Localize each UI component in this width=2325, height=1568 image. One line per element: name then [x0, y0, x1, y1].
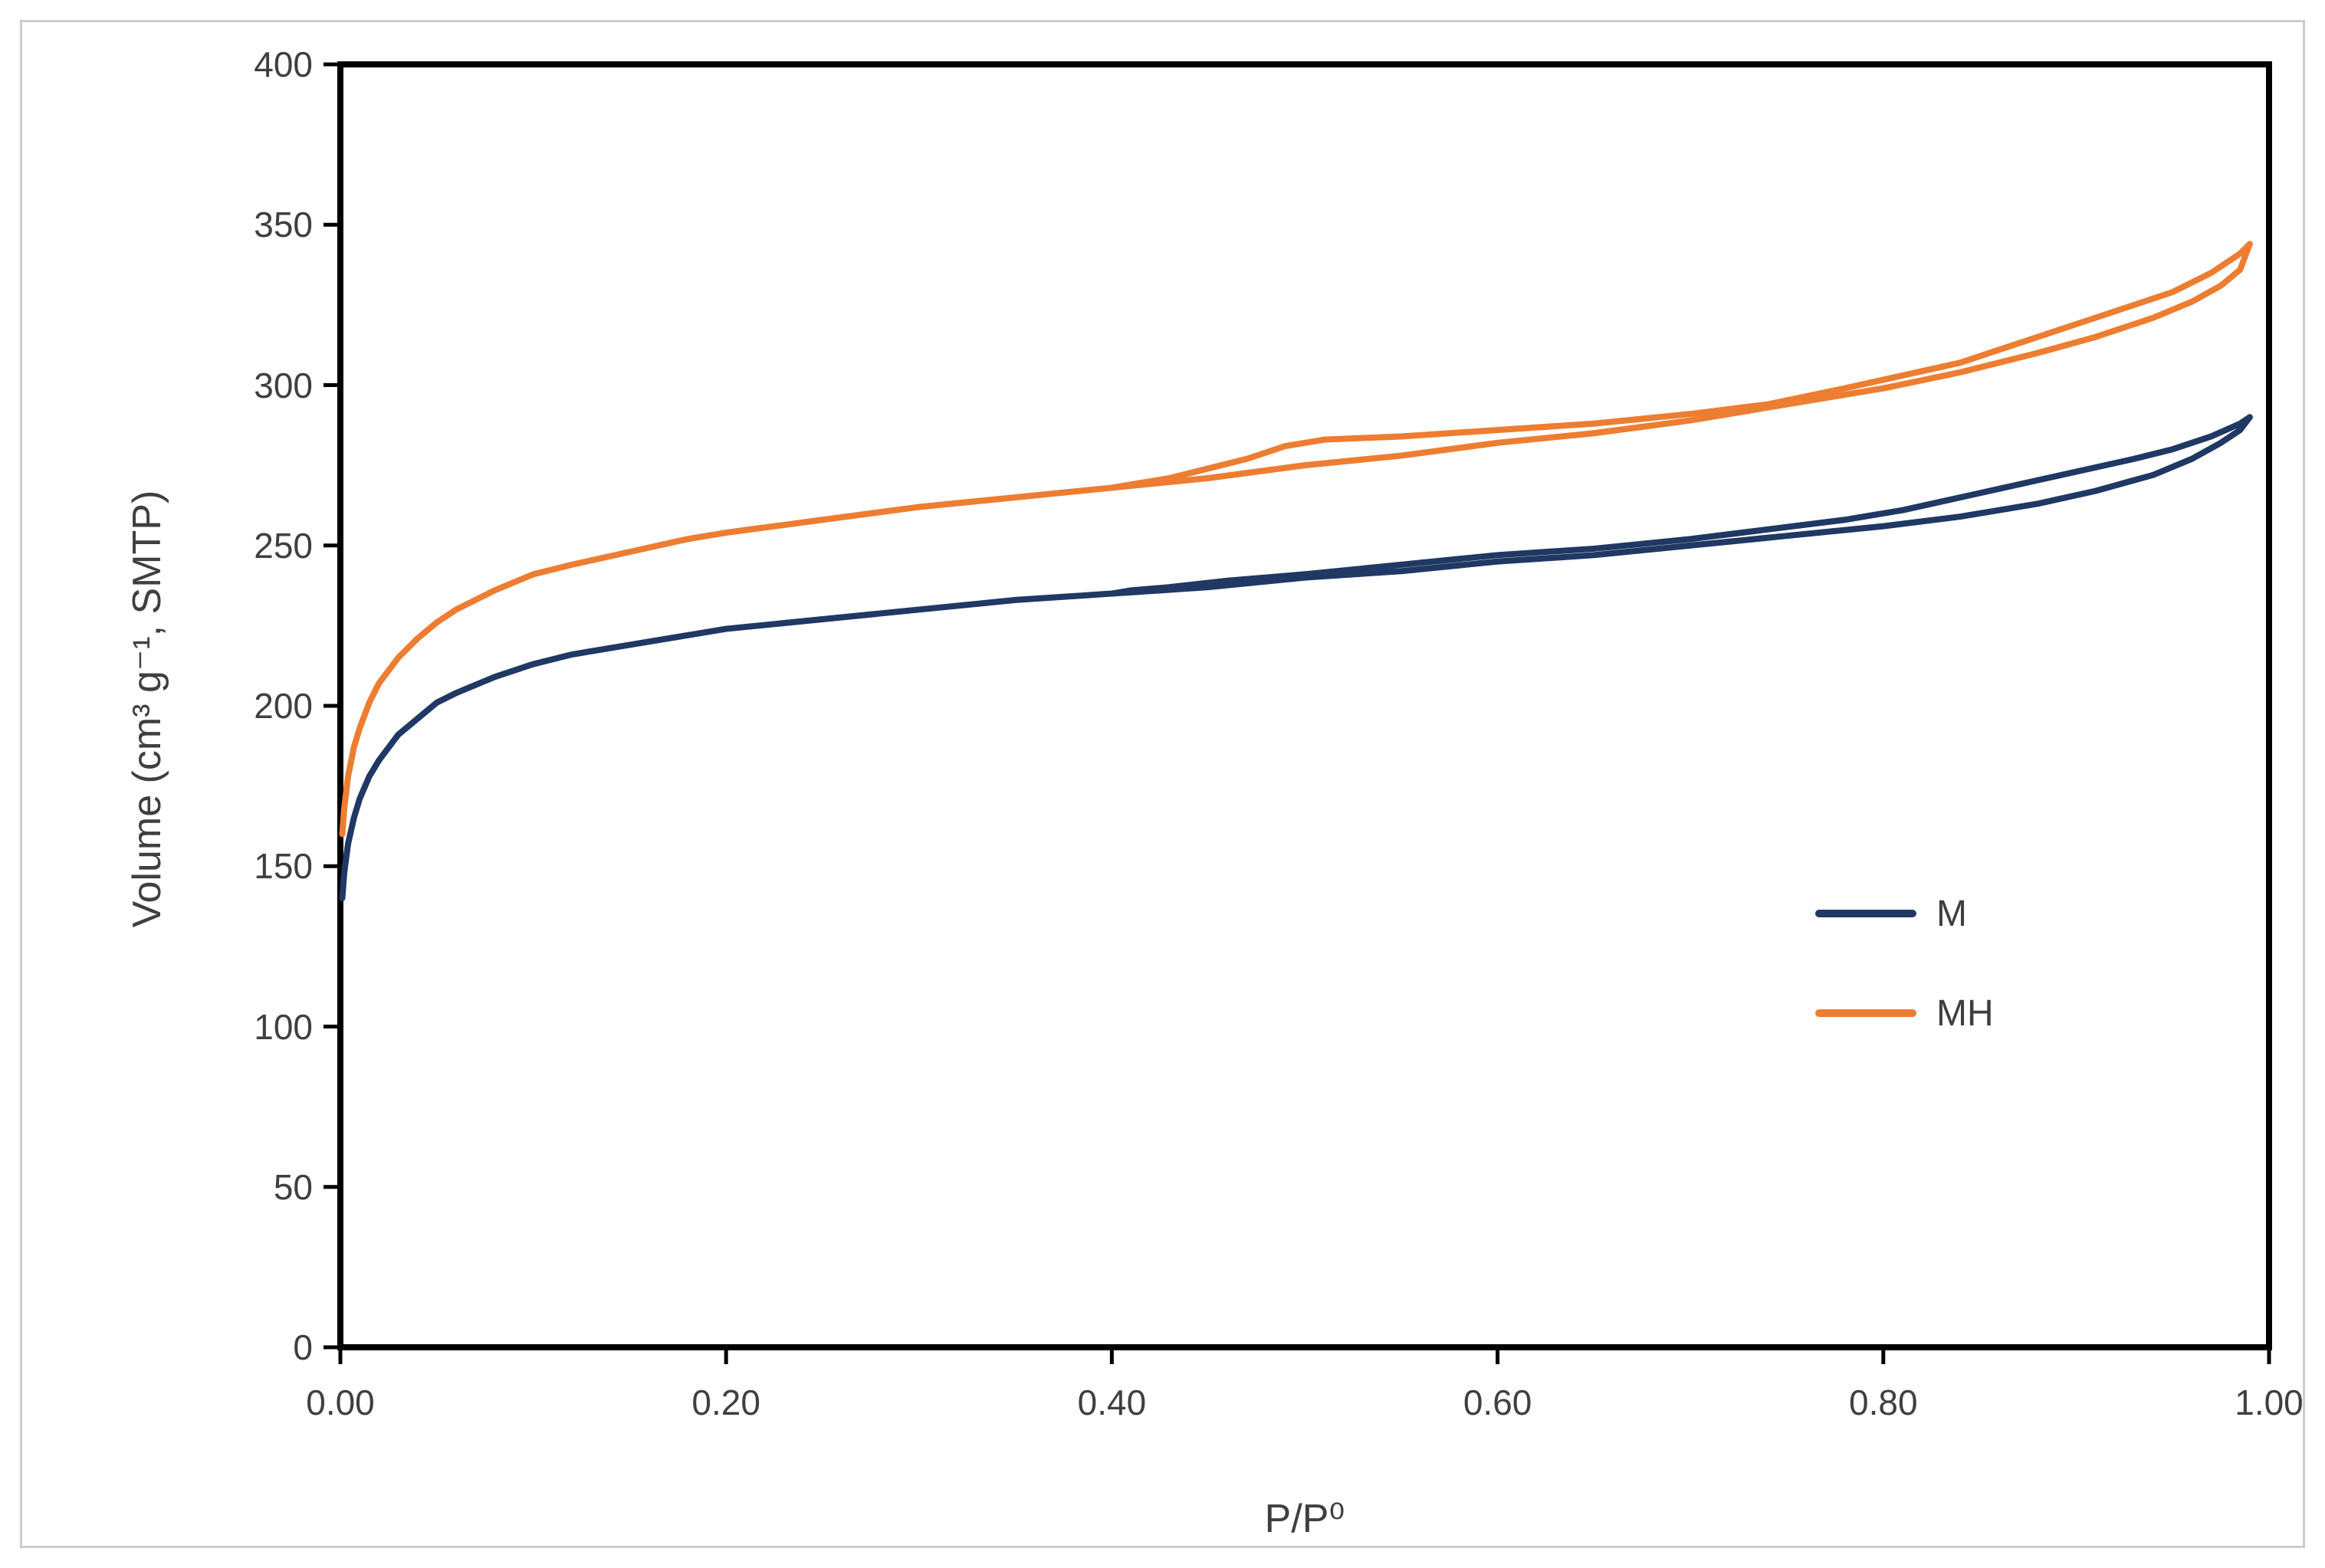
plot-border — [337, 61, 2272, 1350]
y-tick-label: 300 — [254, 365, 313, 405]
series-mh-desorption-line — [1108, 241, 2253, 491]
legend-item-m: M — [1815, 889, 1994, 938]
x-tick-label: 0.40 — [1077, 1383, 1147, 1422]
series-m-adsorption-line — [339, 414, 2253, 902]
y-tick-label: 0 — [293, 1327, 313, 1367]
legend: M MH — [1815, 889, 1994, 1038]
x-tick-label: 1.00 — [2235, 1383, 2304, 1422]
series-m-desorption-line — [1108, 414, 2253, 597]
figure-border — [20, 20, 2305, 1548]
y-tick-label: 100 — [254, 1006, 313, 1047]
y-tick-label: 250 — [254, 525, 313, 566]
y-tick-label: 50 — [273, 1166, 313, 1207]
legend-swatch-m — [1815, 910, 1916, 917]
legend-swatch-mh — [1815, 1009, 1916, 1017]
series-mh-adsorption-line — [339, 241, 2253, 838]
x-tick-label: 0.00 — [306, 1383, 375, 1422]
y-tick-label: 200 — [254, 686, 313, 726]
x-axis-title: P/P⁰ — [1264, 1497, 1345, 1541]
legend-item-mh: MH — [1815, 989, 1994, 1038]
y-tick-label: 150 — [254, 846, 313, 887]
legend-label-m: M — [1936, 893, 1967, 934]
x-tick-label: 0.60 — [1463, 1383, 1532, 1422]
legend-label-mh: MH — [1936, 992, 1994, 1034]
x-tick-label: 0.20 — [691, 1383, 760, 1422]
y-tick-label: 350 — [254, 205, 313, 245]
x-tick-label: 0.80 — [1849, 1383, 1918, 1422]
y-tick-label: 400 — [254, 44, 313, 84]
y-axis-title: Volume (cm³ g⁻¹, SMTP) — [125, 490, 169, 928]
